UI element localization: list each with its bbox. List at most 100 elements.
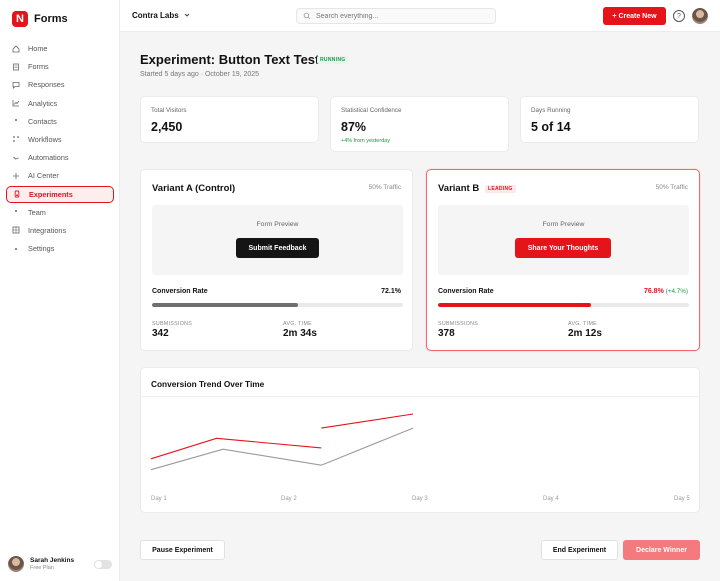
sidebar-item-responses[interactable]: Responses (6, 76, 114, 93)
sidebar-nav: Home Forms Responses Analytics Contacts … (6, 40, 114, 258)
conversion-bar-fill (438, 303, 592, 307)
sidebar-item-analytics[interactable]: Analytics (6, 95, 114, 112)
variant-title: Variant A (Control) (152, 183, 236, 194)
user-plan: Free Plan (30, 565, 54, 571)
sidebar-item-home[interactable]: Home (6, 40, 114, 57)
topbar: Contra Labs + Create New ? (120, 0, 720, 32)
automation-icon (12, 154, 20, 162)
stat-card-visitors: Total Visitors 2,450 (140, 96, 319, 143)
user-name: Sarah Jenkins (30, 557, 75, 564)
conversion-bar (438, 303, 689, 307)
x-tick-label: Day 1 (151, 496, 167, 502)
brand[interactable]: N Forms (12, 11, 68, 27)
pause-experiment-button[interactable]: Pause Experiment (140, 540, 225, 560)
sparkle-icon (12, 172, 20, 180)
document-icon (12, 63, 20, 71)
status-badge: RUNNING (317, 56, 349, 64)
sidebar-item-label: Workflows (28, 134, 62, 144)
user-profile[interactable]: Sarah Jenkins Free Plan (8, 556, 74, 572)
org-switcher[interactable]: Contra Labs (132, 11, 190, 20)
sidebar-item-settings[interactable]: Settings (6, 240, 114, 257)
sidebar-item-label: Settings (28, 244, 55, 254)
sidebar-item-workflows[interactable]: Workflows (6, 131, 114, 148)
submissions-value: 378 (438, 328, 455, 339)
sidebar-item-experiments[interactable]: Experiments (6, 185, 114, 203)
avg-time-label: AVG. TIME (283, 321, 312, 327)
home-icon (12, 44, 20, 53)
sidebar-item-label: Team (28, 207, 46, 217)
brand-logo: N (12, 11, 28, 27)
sidebar-item-label: Home (28, 44, 48, 53)
end-experiment-button[interactable]: End Experiment (541, 540, 618, 560)
form-preview: Form Preview Submit Feedback (152, 205, 403, 275)
avatar[interactable] (692, 8, 708, 24)
variant-a-card: Variant A (Control) 50% Traffic Form Pre… (140, 169, 413, 351)
traffic-share: 50% Traffic (655, 184, 688, 191)
sidebar-item-label: Integrations (28, 225, 67, 235)
page-subtitle: Started 5 days ago · October 19, 2025 (140, 71, 260, 78)
series-1-line-2 (321, 413, 414, 429)
submit-feedback-button[interactable]: Submit Feedback (236, 238, 319, 258)
sidebar-item-team[interactable]: Team (6, 204, 114, 221)
leading-badge: LEADING (485, 185, 516, 193)
sidebar: N Forms Home Forms Responses Analytics C… (0, 0, 120, 581)
conversion-bar-fill (152, 303, 298, 307)
variant-title: Variant B (438, 183, 480, 194)
chat-icon (12, 81, 20, 89)
x-tick-label: Day 4 (543, 496, 559, 502)
conversion-bar (152, 303, 403, 307)
x-tick-label: Day 5 (674, 496, 690, 502)
workflow-icon (12, 135, 20, 143)
stat-card-days: Days Running 5 of 14 (520, 96, 699, 143)
search-icon (303, 7, 311, 25)
search-box[interactable] (296, 8, 496, 24)
page-title: Experiment: Button Text Test (140, 52, 320, 67)
sidebar-item-integrations[interactable]: Integrations (6, 222, 114, 239)
submissions-label: SUBMISSIONS (438, 321, 479, 327)
sidebar-item-label: Forms (28, 62, 49, 72)
sidebar-item-label: Automations (28, 153, 69, 163)
preview-label: Form Preview (542, 221, 585, 228)
stat-label: Statistical Confidence (341, 107, 402, 114)
theme-toggle[interactable] (94, 560, 112, 569)
sidebar-item-forms[interactable]: Forms (6, 58, 114, 75)
divider (141, 396, 699, 397)
share-thoughts-button[interactable]: Share Your Thoughts (515, 238, 611, 258)
form-preview: Form Preview Share Your Thoughts (438, 205, 689, 275)
sidebar-item-contacts[interactable]: Contacts (6, 113, 114, 130)
sidebar-item-ai-center[interactable]: AI Center (6, 167, 114, 184)
x-tick-label: Day 3 (412, 496, 428, 502)
avg-time-value: 2m 34s (283, 328, 317, 339)
flask-icon (13, 190, 21, 198)
stat-label: Days Running (531, 107, 571, 114)
conversion-rate-label: Conversion Rate (152, 288, 208, 295)
sidebar-item-label: Experiments (29, 189, 73, 199)
brand-name: Forms (34, 13, 68, 25)
x-tick-label: Day 2 (281, 496, 297, 502)
sidebar-item-label: AI Center (28, 171, 59, 181)
create-new-button[interactable]: + Create New (603, 7, 666, 25)
chart-icon (12, 99, 20, 107)
org-name: Contra Labs (132, 11, 179, 20)
submissions-label: SUBMISSIONS (152, 321, 193, 327)
dot-icon (12, 117, 20, 125)
help-icon[interactable]: ? (673, 10, 685, 22)
traffic-share: 50% Traffic (368, 184, 401, 191)
chart-title: Conversion Trend Over Time (151, 379, 265, 389)
grid-icon (12, 226, 20, 234)
avatar (8, 556, 24, 572)
series-2-line-1 (150, 427, 414, 471)
dot-icon (12, 245, 20, 253)
submissions-value: 342 (152, 328, 169, 339)
conversion-rate-value: 76.8% (+4.7%) (644, 288, 688, 295)
search-input[interactable] (316, 12, 486, 20)
variant-b-card: Variant B LEADING 50% Traffic Form Previ… (426, 169, 700, 351)
stat-value: 87% (341, 120, 367, 134)
conversion-rate-delta: (+4.7%) (665, 288, 688, 295)
preview-label: Form Preview (256, 221, 299, 228)
sidebar-item-automations[interactable]: Automations (6, 149, 114, 166)
trend-chart (150, 413, 414, 471)
avg-time-value: 2m 12s (568, 328, 602, 339)
conversion-rate-number: 76.8% (643, 288, 664, 295)
declare-winner-button[interactable]: Declare Winner (623, 540, 700, 560)
